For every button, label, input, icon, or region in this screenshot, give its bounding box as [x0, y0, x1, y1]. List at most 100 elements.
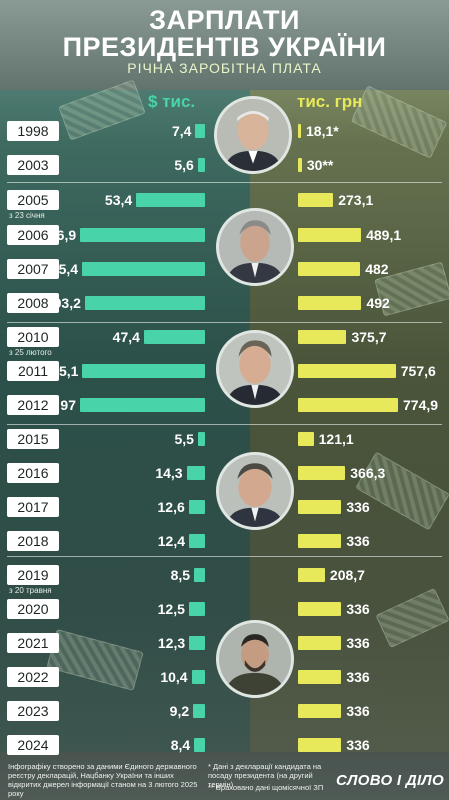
usd-bar: [82, 364, 205, 378]
year-label: 2006: [7, 225, 59, 245]
usd-bar: [194, 568, 205, 582]
uah-bar: [298, 534, 342, 548]
usd-value-label: 7,4: [171, 123, 192, 139]
usd-bar: [136, 193, 205, 207]
usd-bar: [84, 296, 205, 310]
term-separator: [7, 182, 442, 183]
uah-value-label: 366,3: [350, 465, 386, 481]
usd-bar: [195, 124, 205, 138]
usd-bar: [188, 500, 205, 514]
year-label: 2022: [7, 667, 59, 687]
uah-value-label: 757,6: [400, 363, 436, 379]
year-label: 2008: [7, 293, 59, 313]
year-label: 2017: [7, 497, 59, 517]
year-label: 2018: [7, 531, 59, 551]
uah-bar: [298, 568, 325, 582]
year-label: 2011: [7, 361, 59, 381]
uah-bar: [298, 228, 362, 242]
uah-value-label: 336: [346, 499, 370, 515]
usd-bar: [191, 670, 205, 684]
usd-bar: [193, 704, 205, 718]
usd-value-label: 53,4: [104, 192, 133, 208]
year-label: 2010: [7, 327, 59, 347]
usd-bar: [82, 262, 205, 276]
usd-bar: [80, 398, 205, 412]
uah-value-label: 774,9: [403, 397, 439, 413]
uah-bar: [298, 432, 314, 446]
uah-value-label: 492: [366, 295, 390, 311]
year-label: 1998: [7, 121, 59, 141]
term-start-note: з 20 травня: [9, 586, 52, 595]
footer-note-1: * Дані з декларації кандидата на посаду …: [208, 762, 322, 789]
usd-bar: [186, 466, 205, 480]
uah-bar: [298, 296, 362, 310]
uah-bar: [298, 602, 342, 616]
usd-value-label: 97: [60, 397, 76, 413]
usd-bar: [197, 432, 205, 446]
usd-bar: [188, 602, 205, 616]
uah-value-label: 482: [365, 261, 389, 277]
usd-bar: [189, 636, 205, 650]
title-line-2: ПРЕЗИДЕНТІВ УКРАЇНИ: [62, 32, 387, 62]
uah-bar: [298, 398, 398, 412]
uah-value-label: 336: [346, 635, 370, 651]
usd-value-label: 93,2: [53, 295, 81, 311]
uah-value-label: 273,1: [338, 192, 374, 208]
usd-value-label: 12,4: [157, 533, 186, 549]
uah-value-label: 121,1: [318, 431, 354, 447]
uah-value-label: 336: [346, 737, 370, 753]
uah-bar: [298, 670, 342, 684]
usd-bar: [194, 738, 205, 752]
term-separator: [7, 556, 442, 557]
year-label: 2016: [7, 463, 59, 483]
uah-value-label: 336: [346, 533, 370, 549]
term-start-note: з 25 лютого: [9, 348, 52, 357]
usd-value-label: 14,3: [155, 465, 183, 481]
uah-bar: [298, 330, 347, 344]
term-separator: [7, 322, 442, 323]
uah-bar: [298, 124, 301, 138]
uah-value-label: 336: [346, 703, 370, 719]
year-label: 2012: [7, 395, 59, 415]
uah-bar: [298, 364, 396, 378]
usd-value-label: 9,2: [169, 703, 190, 719]
year-label: 2019: [7, 565, 59, 585]
uah-bar: [298, 636, 342, 650]
uah-bar: [298, 466, 346, 480]
subtitle: РІЧНА ЗАРОБІТНА ПЛАТА: [127, 60, 322, 76]
usd-value-label: 8,5: [170, 567, 191, 583]
uah-value-label: 375,7: [351, 329, 387, 345]
usd-value-label: 5,5: [174, 431, 194, 447]
uah-value-label: 30**: [306, 157, 334, 173]
president-portrait-zelensky: [216, 620, 294, 698]
year-label: 2007: [7, 259, 59, 279]
usd-bar: [143, 330, 205, 344]
title-line-1: ЗАРПЛАТИ: [149, 5, 300, 35]
usd-value-label: 12,3: [157, 635, 186, 651]
usd-value-label: 12,6: [157, 499, 185, 515]
uah-bar: [298, 738, 342, 752]
term-start-note: з 23 січня: [9, 211, 45, 220]
year-label: 2020: [7, 599, 59, 619]
uah-value-label: 18,1*: [306, 123, 339, 139]
uah-bar: [298, 193, 334, 207]
uah-bar: [298, 500, 342, 514]
uah-bar: [298, 262, 361, 276]
president-portrait-yushchenko: [216, 208, 294, 286]
footer-source: Інфографіку створено за даними Єдиного д…: [8, 762, 198, 798]
uah-value-label: 208,7: [329, 567, 365, 583]
year-label: 2021: [7, 633, 59, 653]
year-label: 2023: [7, 701, 59, 721]
year-label: 2024: [7, 735, 59, 755]
footer-note-2: ** Враховано дані щомісячної ЗП: [208, 783, 324, 792]
year-label: 2003: [7, 155, 59, 175]
term-separator: [7, 424, 442, 425]
uah-value-label: 336: [346, 669, 370, 685]
uah-bar: [298, 158, 302, 172]
uah-bar: [298, 704, 342, 718]
brand-logo: СЛОВО І ДІЛО: [336, 772, 445, 789]
uah-value-label: 336: [346, 601, 370, 617]
usd-column-header: $ тис.: [148, 92, 196, 111]
president-portrait-kuchma: [214, 96, 292, 174]
usd-value-label: 96,9: [48, 227, 77, 243]
